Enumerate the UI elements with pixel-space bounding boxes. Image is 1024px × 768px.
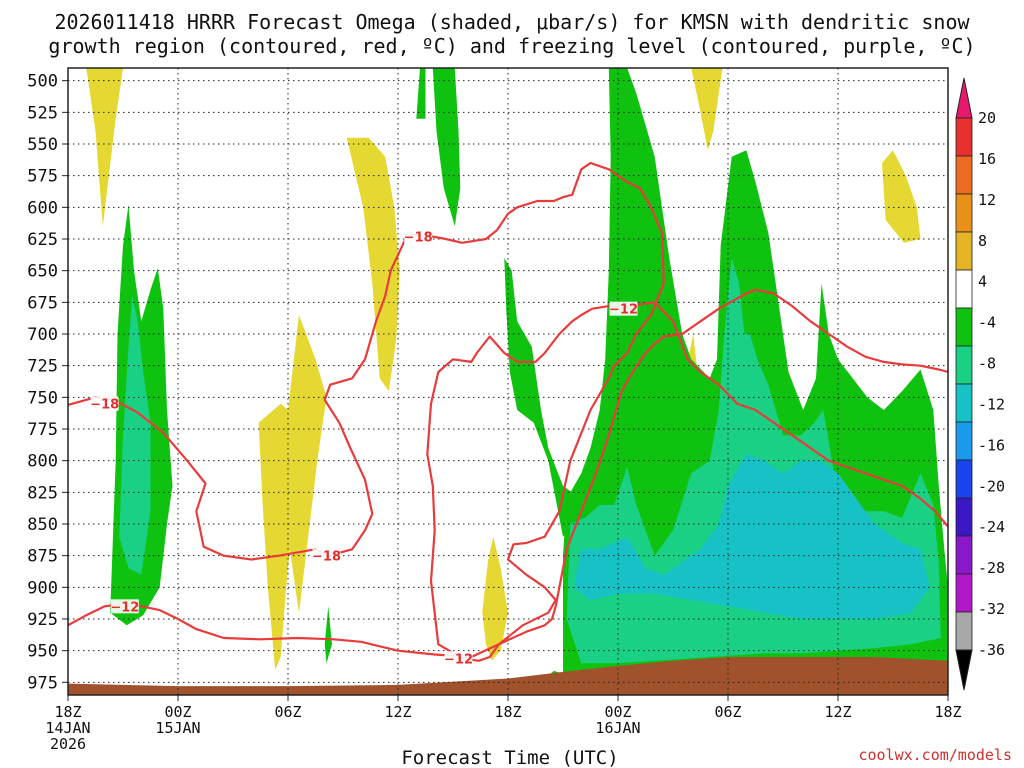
x-tick-label: 12Z bbox=[824, 703, 851, 721]
isotherm-label-bg bbox=[404, 229, 433, 244]
colorbar-band bbox=[955, 573, 973, 613]
colorbar-band bbox=[955, 611, 973, 651]
y-tick-label-750: 750 bbox=[27, 388, 58, 408]
colorbar-band bbox=[955, 459, 973, 499]
colorbar: 20 16 12 8 4 -4 -8 -12 -16 -20 -24 -28 -32 -36 bbox=[955, 77, 1005, 691]
y-tick-label-550: 550 bbox=[27, 135, 58, 155]
x-tick-label: 12Z bbox=[384, 703, 411, 721]
colorbar-label-16: 16 bbox=[978, 150, 996, 168]
y-tick-label-575: 575 bbox=[27, 167, 58, 187]
colorbar-band bbox=[955, 307, 973, 347]
colorbar-label-8: 8 bbox=[978, 232, 987, 250]
colorbar-label-4: 4 bbox=[978, 273, 987, 291]
isotherm-label-bg bbox=[312, 548, 341, 563]
y-tick-label-925: 925 bbox=[27, 610, 58, 630]
omega-region-cyan-hr37 bbox=[574, 454, 930, 619]
colorbar-min-arrow bbox=[955, 649, 973, 691]
y-tick-label-500: 500 bbox=[27, 72, 58, 92]
colorbar-label--12: -12 bbox=[978, 395, 1005, 413]
omega-region-green-hr26 bbox=[504, 258, 582, 537]
isotherm-label-bg bbox=[90, 396, 119, 411]
isotherm-label: −12 bbox=[609, 303, 638, 318]
y-tick-label-975: 975 bbox=[27, 673, 58, 693]
colorbar-label--16: -16 bbox=[978, 436, 1005, 454]
colorbar-label--20: -20 bbox=[978, 477, 1005, 495]
x-tick-label: 18Z bbox=[934, 703, 961, 721]
y-tick-label-600: 600 bbox=[27, 198, 58, 218]
terrain bbox=[68, 657, 948, 695]
isotherm-label: −12 bbox=[444, 652, 473, 667]
x-tick-label: 00Z bbox=[164, 703, 191, 721]
x-tick-label: 14JAN bbox=[45, 719, 90, 737]
colorbar-band bbox=[955, 231, 973, 271]
omega-region-plume-hr34 bbox=[691, 68, 723, 151]
y-tick-label-900: 900 bbox=[27, 578, 58, 598]
colorbar-band bbox=[955, 345, 973, 385]
x-tick-label: 18Z bbox=[54, 703, 81, 721]
x-tick-label: 00Z bbox=[604, 703, 631, 721]
colorbar-label-12: 12 bbox=[978, 191, 996, 209]
x-tick-label: 06Z bbox=[274, 703, 301, 721]
isotherm-label-bg bbox=[609, 301, 638, 316]
isotherm-label: −18 bbox=[312, 550, 341, 565]
colorbar-band bbox=[955, 383, 973, 423]
plot-area: −18 −18 −18 −12 −12 −12 bbox=[68, 68, 948, 695]
colorbar-label--36: -36 bbox=[978, 641, 1005, 659]
isotherm-label: −18 bbox=[90, 398, 119, 413]
x-tick-label: 18Z bbox=[494, 703, 521, 721]
x-axis-label: Forecast Time (UTC) bbox=[401, 747, 618, 768]
omega-region-plume-hr24 bbox=[482, 536, 508, 661]
colorbar-label--4: -4 bbox=[978, 314, 996, 332]
colorbar-label--32: -32 bbox=[978, 600, 1005, 618]
omega-region-teal-hr3 bbox=[119, 296, 151, 575]
gridlines bbox=[68, 68, 948, 695]
isotherm-m12 bbox=[68, 288, 948, 659]
y-tick-label-675: 675 bbox=[27, 293, 58, 313]
isotherm-contours: −18 −18 −18 −12 −12 −12 bbox=[68, 161, 948, 667]
axes: 500 525 550 575 600 625 650 675 700 725 750 775 800 8… bbox=[27, 72, 961, 753]
colorbar-label-20: 20 bbox=[978, 109, 996, 127]
colorbar-band bbox=[955, 117, 973, 157]
omega-region-plume-hr2 bbox=[86, 68, 123, 227]
y-tick-label-775: 775 bbox=[27, 420, 58, 440]
colorbar-band bbox=[955, 497, 973, 537]
credit-text: coolwx.com/models bbox=[858, 746, 1012, 764]
colorbar-label--28: -28 bbox=[978, 559, 1005, 577]
colorbar-band bbox=[955, 155, 973, 195]
colorbar-band bbox=[955, 193, 973, 233]
y-tick-label-825: 825 bbox=[27, 483, 58, 503]
y-tick-label-650: 650 bbox=[27, 262, 58, 282]
y-tick-label-850: 850 bbox=[27, 515, 58, 535]
omega-region-green-hr14 bbox=[324, 606, 332, 664]
omega-region-plume-hr12 bbox=[258, 315, 327, 670]
colorbar-band bbox=[955, 535, 973, 575]
x-tick-label: 2026 bbox=[50, 735, 86, 753]
y-tick-label-525: 525 bbox=[27, 103, 58, 123]
chart-title-line2: growth region (contoured, red, ºC) and f… bbox=[48, 34, 975, 58]
colorbar-band bbox=[955, 421, 973, 461]
colorbar-band bbox=[955, 269, 973, 309]
y-tick-label-725: 725 bbox=[27, 357, 58, 377]
y-tick-label-700: 700 bbox=[27, 325, 58, 345]
x-tick-label: 15JAN bbox=[155, 719, 200, 737]
y-tick-label-875: 875 bbox=[27, 547, 58, 567]
chart-title-line1: 2026011418 HRRR Forecast Omega (shaded, … bbox=[54, 10, 970, 34]
isotherm-label-bg bbox=[444, 651, 473, 666]
y-tick-label-625: 625 bbox=[27, 230, 58, 250]
x-tick-label: 16JAN bbox=[595, 719, 640, 737]
x-tick-label: 06Z bbox=[714, 703, 741, 721]
y-tick-label-800: 800 bbox=[27, 452, 58, 472]
isotherm-label-bg bbox=[110, 599, 139, 614]
colorbar-label--24: -24 bbox=[978, 518, 1005, 536]
omega-region-green-hr21 bbox=[432, 68, 461, 227]
isotherm-label: −12 bbox=[110, 600, 139, 615]
isotherm-label: −18 bbox=[404, 230, 433, 245]
colorbar-label--8: -8 bbox=[978, 355, 996, 373]
y-tick-label-950: 950 bbox=[27, 642, 58, 662]
omega-region-plume-hr15 bbox=[346, 137, 400, 391]
omega-region-plume-hr44 bbox=[882, 150, 921, 243]
terrain-surface bbox=[68, 657, 948, 695]
